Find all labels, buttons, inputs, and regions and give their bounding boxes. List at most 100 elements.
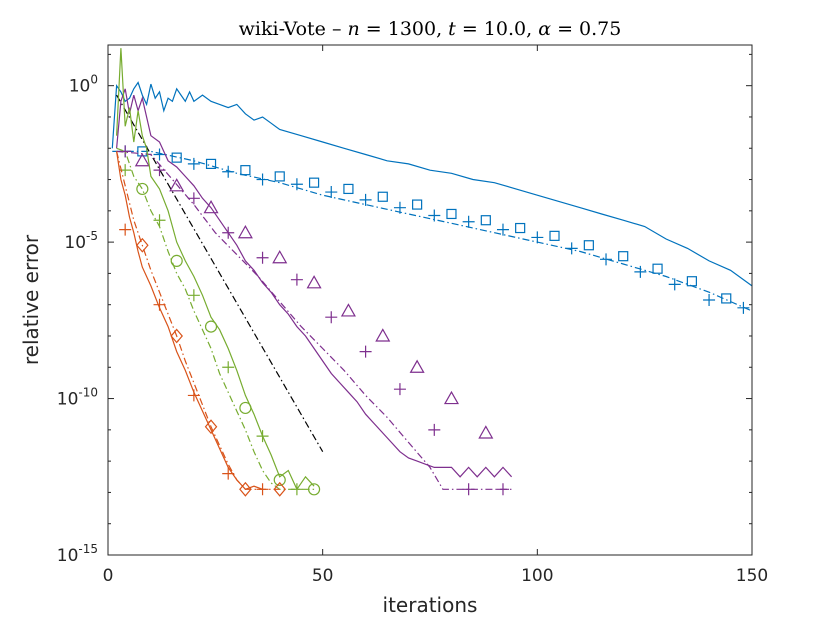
marker-square	[412, 199, 423, 210]
marker-plus	[187, 289, 200, 302]
marker-circle	[307, 483, 321, 496]
marker-plus	[428, 423, 441, 436]
marker-plus	[496, 223, 509, 236]
series-line-blue-solid	[111, 81, 752, 287]
marker-plus	[256, 430, 269, 443]
marker-plus	[256, 173, 269, 186]
marker-circle	[239, 401, 252, 415]
x-tick-label: 100	[521, 566, 553, 586]
y-tick-label: 100	[69, 73, 98, 97]
y-tick-label: 10-15	[57, 542, 98, 566]
marker-circle	[204, 320, 218, 333]
title-var-t: t	[448, 18, 456, 40]
series-orange-solid	[116, 151, 263, 491]
marker-square	[549, 230, 560, 241]
series-green-dashdot-circle	[116, 147, 321, 496]
marker-triangle	[134, 153, 150, 167]
title-var-alpha: α	[538, 18, 551, 40]
marker-square	[652, 263, 663, 274]
marker-triangle	[272, 250, 288, 264]
title-alpha-value: = 0.75	[551, 18, 621, 40]
y-tick-label: 10-5	[64, 229, 98, 253]
marker-plus	[565, 242, 578, 255]
title-dataset: wiki-Vote –	[239, 18, 348, 40]
marker-diamond	[273, 481, 287, 497]
title-var-n: n	[347, 18, 359, 40]
marker-plus	[222, 226, 235, 239]
chart-title: wiki-Vote – n = 1300, t = 10.0, α = 0.75	[239, 18, 622, 40]
marker-triangle	[478, 425, 494, 439]
marker-circle	[273, 473, 286, 487]
series-purple-solid	[116, 88, 513, 478]
marker-plus	[737, 301, 750, 314]
marker-square	[446, 208, 457, 220]
marker-plus	[222, 165, 235, 178]
x-axis-label: iterations	[383, 593, 478, 617]
series-line-purple-solid	[116, 88, 513, 478]
series-line-purple-dashdot-triangle	[116, 150, 512, 490]
marker-diamond	[204, 419, 218, 435]
y-tick-label: 10-10	[57, 386, 98, 410]
marker-square	[240, 165, 251, 176]
marker-plus	[668, 278, 681, 291]
y-axis-label: relative error	[19, 234, 43, 365]
marker-plus	[496, 483, 509, 496]
marker-plus	[222, 467, 235, 480]
marker-plus	[119, 223, 132, 236]
title-n-value: = 1300,	[360, 18, 448, 40]
marker-square	[515, 222, 526, 234]
marker-plus	[325, 186, 338, 199]
marker-plus	[600, 253, 613, 266]
marker-plus	[153, 164, 166, 177]
marker-diamond	[170, 328, 183, 344]
marker-triangle	[409, 359, 425, 373]
x-tick-label: 150	[736, 566, 768, 586]
marker-plus	[290, 178, 303, 191]
series-line-orange-solid	[116, 151, 263, 491]
series-blue-dashdot-square	[112, 146, 752, 312]
marker-triangle	[203, 199, 219, 214]
marker-plus	[290, 273, 303, 286]
marker-triangle	[340, 303, 356, 317]
marker-plus	[531, 231, 544, 244]
marker-plus	[359, 345, 372, 358]
marker-triangle	[169, 178, 185, 192]
marker-plus	[462, 215, 475, 228]
marker-plus	[153, 298, 166, 311]
marker-square	[343, 183, 354, 195]
marker-square	[721, 293, 732, 304]
marker-plus	[256, 251, 269, 264]
series-layer	[111, 48, 752, 497]
marker-plus	[290, 483, 303, 496]
marker-plus	[359, 193, 372, 206]
marker-triangle	[237, 225, 253, 239]
marker-plus	[153, 214, 166, 227]
title-t-value: = 10.0,	[456, 18, 538, 40]
marker-plus	[187, 389, 200, 402]
marker-plus	[119, 145, 132, 158]
x-tick-label: 0	[103, 566, 114, 586]
series-orange-dashdot-diamond	[116, 151, 287, 497]
series-blue-plus	[119, 145, 750, 314]
marker-plus	[153, 148, 166, 161]
series-blue-solid	[111, 81, 752, 287]
marker-plus	[187, 157, 200, 170]
marker-plus	[634, 265, 647, 278]
series-line-green-solid	[116, 48, 315, 491]
marker-plus	[256, 483, 269, 496]
marker-plus	[222, 361, 235, 374]
marker-circle	[136, 182, 149, 196]
series-line-green-dashdot-circle	[116, 147, 315, 490]
marker-diamond	[239, 481, 252, 497]
marker-square	[480, 215, 491, 226]
marker-plus	[187, 192, 200, 205]
marker-square	[171, 152, 182, 163]
marker-square	[618, 251, 629, 262]
x-tick-label: 50	[312, 566, 334, 586]
marker-plus	[462, 483, 475, 496]
marker-square	[205, 158, 217, 169]
marker-plus	[703, 294, 716, 306]
marker-square	[686, 276, 697, 287]
